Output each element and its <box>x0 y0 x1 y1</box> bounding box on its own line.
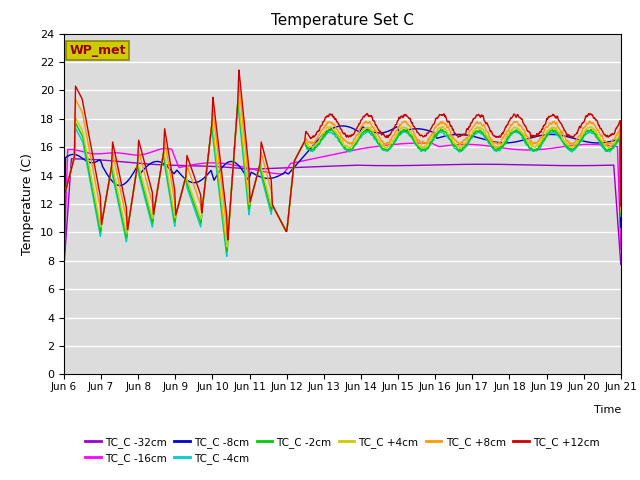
TC_C -32cm <box>378 163 385 168</box>
TC_C -2cm <box>126 212 134 218</box>
TC_C -16cm <box>126 152 134 157</box>
TC_C -32cm <box>297 164 305 170</box>
TC_C -8cm <box>378 130 385 136</box>
TC_C -2cm <box>318 136 326 142</box>
TC_C -32cm <box>104 157 111 163</box>
TC_C +12cm <box>318 122 326 128</box>
TC_C +4cm <box>378 141 385 147</box>
TC_C +8cm <box>103 190 111 195</box>
TC_C -2cm <box>103 190 111 195</box>
TC_C -16cm <box>419 140 427 146</box>
TC_C -2cm <box>378 144 385 150</box>
TC_C -32cm <box>68 156 76 162</box>
Y-axis label: Temperature (C): Temperature (C) <box>22 153 35 255</box>
TC_C +12cm <box>60 252 68 258</box>
TC_C +12cm <box>126 212 134 218</box>
Line: TC_C +12cm: TC_C +12cm <box>64 70 621 255</box>
TC_C +4cm <box>126 212 134 218</box>
TC_C +12cm <box>308 135 316 141</box>
Line: TC_C +4cm: TC_C +4cm <box>64 99 621 255</box>
TC_C +8cm <box>308 139 316 145</box>
Line: TC_C -8cm: TC_C -8cm <box>64 126 621 266</box>
TC_C -2cm <box>297 146 305 152</box>
TC_C -32cm <box>617 262 625 267</box>
TC_C -16cm <box>296 158 304 164</box>
TC_C -4cm <box>234 99 242 105</box>
TC_C +4cm <box>103 190 111 195</box>
TC_C -16cm <box>377 143 385 149</box>
TC_C +4cm <box>617 209 625 215</box>
TC_C +4cm <box>318 132 326 138</box>
TC_C -8cm <box>296 157 304 163</box>
TC_C +12cm <box>378 132 385 137</box>
TC_C -4cm <box>378 146 385 152</box>
TC_C -4cm <box>60 252 68 258</box>
TC_C -4cm <box>319 137 326 143</box>
Line: TC_C -2cm: TC_C -2cm <box>64 101 621 255</box>
TC_C -4cm <box>126 212 134 218</box>
TC_C +8cm <box>378 138 385 144</box>
Text: Time: Time <box>593 405 621 415</box>
TC_C +8cm <box>60 252 68 258</box>
TC_C -16cm <box>617 246 625 252</box>
TC_C +4cm <box>234 96 242 102</box>
TC_C -8cm <box>339 123 346 129</box>
TC_C +12cm <box>235 67 243 73</box>
TC_C +8cm <box>318 127 326 133</box>
TC_C -16cm <box>103 150 111 156</box>
TC_C +12cm <box>617 203 625 209</box>
TC_C -4cm <box>297 145 305 151</box>
TC_C -32cm <box>126 160 134 166</box>
TC_C -8cm <box>617 224 625 230</box>
TC_C -4cm <box>617 213 625 219</box>
TC_C -8cm <box>60 264 68 269</box>
TC_C -4cm <box>103 190 111 195</box>
TC_C -16cm <box>308 156 316 162</box>
Title: Temperature Set C: Temperature Set C <box>271 13 414 28</box>
TC_C -2cm <box>60 252 68 258</box>
TC_C +4cm <box>297 146 305 152</box>
Line: TC_C -4cm: TC_C -4cm <box>64 102 621 256</box>
TC_C -8cm <box>308 144 316 150</box>
TC_C -2cm <box>617 212 625 217</box>
TC_C -8cm <box>318 132 326 138</box>
Legend: TC_C -32cm, TC_C -16cm, TC_C -8cm, TC_C -4cm, TC_C -2cm, TC_C +4cm, TC_C +8cm, T: TC_C -32cm, TC_C -16cm, TC_C -8cm, TC_C … <box>81 432 604 468</box>
Line: TC_C +8cm: TC_C +8cm <box>64 84 621 255</box>
TC_C +8cm <box>235 81 243 87</box>
Line: TC_C -32cm: TC_C -32cm <box>64 159 621 266</box>
TC_C +12cm <box>103 190 111 195</box>
TC_C +4cm <box>60 252 68 258</box>
Line: TC_C -16cm: TC_C -16cm <box>64 143 621 262</box>
TC_C +4cm <box>308 144 316 150</box>
TC_C +12cm <box>297 146 305 152</box>
TC_C -8cm <box>126 176 134 181</box>
Text: WP_met: WP_met <box>70 44 126 57</box>
TC_C -4cm <box>223 253 230 259</box>
TC_C +8cm <box>297 146 305 152</box>
TC_C +8cm <box>617 207 625 213</box>
TC_C -32cm <box>60 264 68 269</box>
TC_C -8cm <box>103 171 111 177</box>
TC_C -2cm <box>308 146 316 152</box>
TC_C -32cm <box>318 164 326 169</box>
TC_C -16cm <box>60 259 68 265</box>
TC_C +8cm <box>126 212 134 218</box>
TC_C -2cm <box>234 98 242 104</box>
TC_C -32cm <box>308 164 316 170</box>
TC_C -16cm <box>318 154 326 160</box>
TC_C -4cm <box>308 149 316 155</box>
